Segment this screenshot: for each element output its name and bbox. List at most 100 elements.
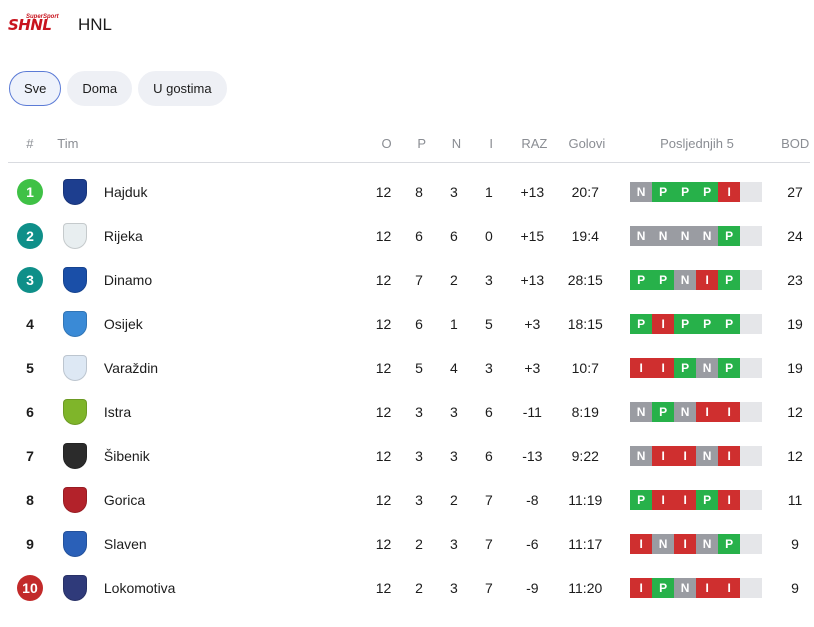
form-result[interactable]: I — [674, 534, 697, 554]
table-row[interactable]: 5 Varaždin 12 5 4 3 +3 10:7 I I P N P 19 — [8, 346, 810, 390]
team-name[interactable]: Dinamo — [103, 272, 153, 288]
form-result[interactable]: N — [630, 226, 653, 246]
cell-o: 12 — [375, 448, 392, 464]
form-result[interactable]: I — [630, 578, 653, 598]
cell-n: 3 — [450, 404, 458, 420]
istra-crest-icon — [62, 399, 87, 425]
form-result[interactable]: N — [696, 358, 719, 378]
table-row[interactable]: 2 Rijeka 12 6 6 0 +15 19:4 N N N N P 24 — [8, 214, 810, 258]
form-result[interactable]: I — [630, 534, 653, 554]
rank-badge: 6 — [26, 404, 34, 420]
col-golovi[interactable]: Golovi — [568, 136, 606, 151]
table-row[interactable]: 8 Gorica 12 3 2 7 -8 11:19 P I I P I 11 — [8, 478, 810, 522]
form-result[interactable]: I — [652, 490, 675, 510]
form-result[interactable]: N — [674, 578, 697, 598]
tab-doma[interactable]: Doma — [67, 71, 133, 106]
cell-i: 1 — [484, 184, 493, 200]
col-o[interactable]: O — [381, 136, 392, 151]
form-result[interactable]: N — [630, 402, 653, 422]
form-result[interactable]: N — [674, 402, 697, 422]
form-result[interactable]: P — [718, 314, 741, 334]
form-result[interactable]: I — [696, 270, 719, 290]
form-result[interactable]: I — [696, 402, 719, 422]
table-row[interactable]: 3 Dinamo 12 7 2 3 +13 28:15 P P N I P 23 — [8, 258, 810, 302]
form-result[interactable]: P — [718, 270, 741, 290]
team-name[interactable]: Rijeka — [103, 228, 143, 244]
form-result[interactable]: N — [630, 446, 653, 466]
form-result[interactable]: P — [718, 358, 741, 378]
form-result[interactable]: P — [630, 270, 653, 290]
form-result[interactable]: I — [718, 578, 741, 598]
tab-u-gostima[interactable]: U gostima — [138, 71, 227, 106]
form-result[interactable]: P — [652, 270, 675, 290]
table-row[interactable]: 7 Šibenik 12 3 3 6 -13 9:22 N I I N I 12 — [8, 434, 810, 478]
table-row[interactable]: 4 Osijek 12 6 1 5 +3 18:15 P I P P P 19 — [8, 302, 810, 346]
form-result[interactable]: I — [630, 358, 653, 378]
team-name[interactable]: Slaven — [103, 536, 147, 552]
form-result[interactable]: N — [674, 226, 697, 246]
col-team[interactable]: Tim — [57, 136, 79, 151]
table-row[interactable]: 9 Slaven 12 2 3 7 -6 11:17 I N I N P 9 — [8, 522, 810, 566]
col-bod[interactable]: BOD — [781, 136, 810, 151]
tab-sve[interactable]: Sve — [9, 71, 62, 106]
form-result[interactable]: P — [652, 402, 675, 422]
cell-n: 2 — [450, 272, 458, 288]
table-row[interactable]: 1 Hajduk 12 8 3 1 +13 20:7 N P P P I 27 — [8, 170, 810, 214]
form-result[interactable]: P — [630, 490, 653, 510]
team-name[interactable]: Hajduk — [103, 184, 148, 200]
form-result[interactable]: P — [696, 314, 719, 334]
form-result[interactable]: P — [718, 534, 741, 554]
dinamo-crest-icon — [62, 267, 87, 293]
form-result[interactable]: P — [630, 314, 653, 334]
col-i[interactable]: I — [489, 136, 493, 151]
table-body: 1 Hajduk 12 8 3 1 +13 20:7 N P P P I 27 2 Rijeka 12 6 6 0 +1… — [8, 170, 810, 610]
form-result[interactable]: I — [718, 182, 741, 202]
team-name[interactable]: Osijek — [103, 316, 143, 332]
form-result[interactable]: N — [652, 226, 675, 246]
form-result[interactable]: I — [718, 446, 741, 466]
form-result[interactable]: P — [674, 358, 697, 378]
cell-o: 12 — [375, 316, 392, 332]
form-result[interactable]: I — [652, 358, 675, 378]
form-result[interactable]: N — [630, 182, 653, 202]
form-result[interactable]: P — [718, 226, 741, 246]
col-last5: Posljednjih 5 — [660, 136, 734, 151]
form-result[interactable]: P — [652, 578, 675, 598]
team-name[interactable]: Istra — [103, 404, 132, 420]
form-result[interactable]: P — [696, 490, 719, 510]
team-name[interactable]: Lokomotiva — [103, 580, 176, 596]
form-result[interactable]: I — [718, 402, 741, 422]
table-row[interactable]: 6 Istra 12 3 3 6 -11 8:19 N P N I I 12 — [8, 390, 810, 434]
form-result[interactable]: P — [696, 182, 719, 202]
form-result[interactable]: I — [674, 490, 697, 510]
form-result[interactable]: P — [674, 182, 697, 202]
form-result[interactable]: P — [652, 182, 675, 202]
team-name[interactable]: Šibenik — [103, 448, 150, 464]
form-result[interactable]: N — [696, 534, 719, 554]
col-rank[interactable]: # — [26, 136, 34, 151]
cell-p: 5 — [415, 360, 423, 376]
table-row[interactable]: 10 Lokomotiva 12 2 3 7 -9 11:20 I P N I I 9 — [8, 566, 810, 610]
col-raz[interactable]: RAZ — [521, 136, 548, 151]
form-result[interactable]: N — [674, 270, 697, 290]
form-result[interactable]: N — [696, 446, 719, 466]
team-name[interactable]: Varaždin — [103, 360, 159, 376]
form-result[interactable]: I — [674, 446, 697, 466]
rank-badge: 9 — [26, 536, 34, 552]
col-n[interactable]: N — [451, 136, 462, 151]
form-result[interactable]: I — [718, 490, 741, 510]
shnl-logo[interactable]: SuperSport SHNL — [8, 12, 59, 38]
cell-p: 3 — [415, 404, 423, 420]
col-p[interactable]: P — [417, 136, 427, 151]
form-result[interactable]: P — [674, 314, 697, 334]
form-result[interactable]: I — [652, 446, 675, 466]
form-result[interactable]: I — [696, 578, 719, 598]
form-result[interactable]: N — [652, 534, 675, 554]
form-result[interactable]: N — [696, 226, 719, 246]
cell-raz: +13 — [520, 272, 545, 288]
form-result[interactable]: I — [652, 314, 675, 334]
cell-bod: 9 — [791, 536, 799, 552]
team-name[interactable]: Gorica — [103, 492, 146, 508]
rank-badge: 1 — [16, 179, 43, 205]
